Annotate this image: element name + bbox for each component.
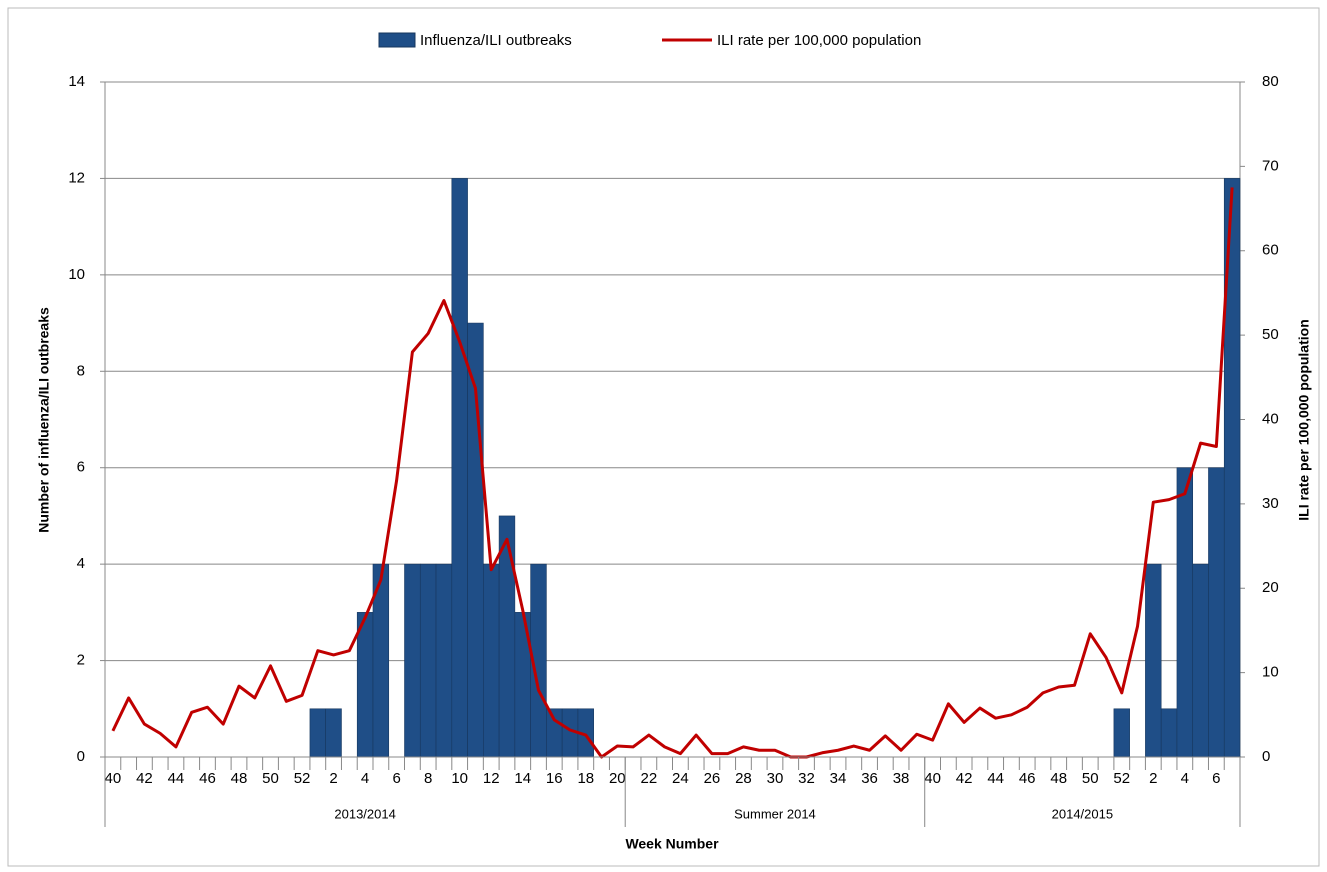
bar [435,563,453,758]
x-tick-label: 52 [294,770,311,787]
x-tick-label: 46 [1019,770,1036,787]
x-tick-label: 46 [199,770,216,787]
bar [1176,467,1194,758]
x-tick-label: 36 [861,770,878,787]
x-tick-label: 48 [1050,770,1067,787]
bar [1113,708,1130,758]
x-tick-label: 42 [136,770,153,787]
x-tick-label: 48 [231,770,248,787]
legend-swatch [378,32,416,48]
x-tick-label: 18 [577,770,594,787]
group-label: 2014/2015 [1052,806,1113,821]
legend-label: Influenza/ILI outbreaks [420,32,572,49]
y2-tick-label: 20 [1262,579,1279,596]
x-tick-label: 8 [424,770,432,787]
bar [419,563,437,758]
y-tick-label: 0 [77,748,85,765]
x-tick-label: 32 [798,770,815,787]
bar [483,563,500,758]
x-tick-label: 40 [924,770,941,787]
bar [1145,563,1162,758]
y-tick-label: 10 [68,266,85,283]
line [111,187,1234,759]
x-tick-label: 24 [672,770,689,787]
x-tick-label: 34 [830,770,847,787]
x-tick-label: 50 [262,770,279,787]
x-tick-label: 44 [987,770,1004,787]
x-tick-label: 16 [546,770,563,787]
y-tick-label: 6 [77,459,85,476]
x-tick-label: 42 [956,770,973,787]
bar [1208,467,1225,758]
bar [356,612,374,758]
bar [404,563,421,758]
x-tick-label: 26 [704,770,721,787]
x-tick-label: 14 [514,770,531,787]
group-label: Summer 2014 [734,806,816,821]
y2-tick-label: 40 [1262,410,1279,427]
x-tick-label: 44 [168,770,185,787]
x-tick-label: 2 [1149,770,1157,787]
bar [546,708,563,758]
x-tick-label: 12 [483,770,500,787]
x-axis-title: Week Number [625,836,719,852]
y2-tick-label: 50 [1262,326,1279,343]
x-tick-label: 6 [392,770,400,787]
bar [1192,563,1209,758]
x-tick-label: 38 [893,770,910,787]
x-tick-label: 4 [1181,770,1189,787]
y-tick-label: 2 [77,652,85,669]
x-tick-label: 28 [735,770,752,787]
y2-tick-label: 10 [1262,664,1279,681]
y2-tick-label: 60 [1262,242,1279,259]
legend-label: ILI rate per 100,000 population [717,32,921,49]
y-tick-label: 8 [77,362,85,379]
y-tick-label: 12 [68,169,85,186]
group-label: 2013/2014 [334,806,395,821]
y-tick-label: 14 [68,73,85,90]
bar [451,178,468,758]
y-tick-label: 4 [77,555,85,572]
x-tick-label: 50 [1082,770,1099,787]
y2-axis-title: ILI rate per 100,000 population [1296,319,1312,521]
x-tick-label: 6 [1212,770,1220,787]
x-tick-label: 40 [105,770,122,787]
bar [309,708,326,758]
y2-tick-label: 0 [1262,748,1270,765]
x-tick-label: 22 [641,770,658,787]
x-tick-label: 10 [451,770,468,787]
y-axis-title: Number of influenza/ILI outbreaks [36,307,52,533]
x-tick-label: 4 [361,770,369,787]
y2-tick-label: 80 [1262,73,1279,90]
bar [325,708,342,758]
bar [1160,708,1178,758]
y2-tick-label: 70 [1262,157,1279,174]
y2-tick-label: 30 [1262,495,1279,512]
x-tick-label: 2 [329,770,337,787]
x-tick-label: 30 [767,770,784,787]
x-tick-label: 20 [609,770,626,787]
x-tick-label: 52 [1113,770,1130,787]
chart-border [7,7,1320,867]
